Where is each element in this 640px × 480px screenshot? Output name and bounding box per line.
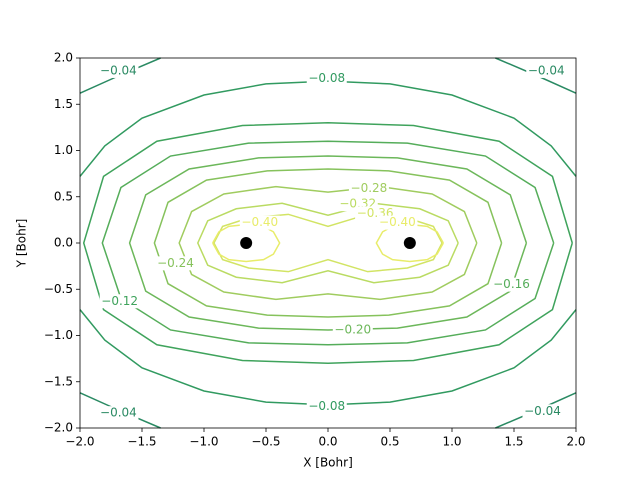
contour-line [153, 168, 503, 318]
y-tick-label: 2.0 [54, 51, 73, 65]
x-tick-label: 0.5 [380, 435, 399, 449]
y-tick-label: 1.0 [54, 143, 73, 157]
contour-label-bg [526, 63, 567, 78]
contour-line [178, 185, 478, 301]
x-tick-label: 1.0 [442, 435, 461, 449]
contour-label: −0.40 [379, 215, 416, 229]
x-tick-label: −1.0 [189, 435, 218, 449]
y-tick-label: 1.5 [54, 97, 73, 111]
contour-label-bg [98, 63, 139, 78]
contour-label: −0.12 [101, 294, 138, 308]
contour-label-bg [377, 215, 418, 230]
contour-line [196, 202, 459, 284]
contour-label: −0.08 [308, 71, 345, 85]
contour-line [82, 121, 573, 365]
contour-label: −0.16 [493, 277, 530, 291]
contour-label-bg [522, 404, 563, 419]
x-tick-label: −1.5 [127, 435, 156, 449]
contour-label: −0.04 [100, 63, 137, 77]
contour-label-bg [98, 406, 139, 421]
x-tick-label: 2.0 [566, 435, 585, 449]
contour-label-bg [155, 256, 196, 271]
x-tick-label: 0.0 [318, 435, 337, 449]
y-tick-label: −1.5 [44, 374, 73, 388]
contour-label: −0.40 [241, 215, 278, 229]
contour-label-bg [332, 322, 373, 337]
x-tick-label: 1.5 [504, 435, 523, 449]
contour-label: −0.04 [524, 404, 561, 418]
y-tick-label: −2.0 [44, 421, 73, 435]
contour-label-bg [239, 215, 280, 230]
contour-line [128, 155, 528, 331]
contour-line [101, 140, 555, 346]
contour-label: −0.20 [334, 322, 371, 336]
contour-label-bg [491, 277, 532, 292]
nucleus [240, 237, 253, 249]
contour-label: −0.28 [351, 181, 388, 195]
contour-label-bg [348, 181, 389, 196]
contour-label-bg [306, 71, 347, 86]
x-axis-label: X [Bohr] [303, 456, 353, 470]
y-tick-label: 0.0 [54, 236, 73, 250]
x-tick-label: −0.5 [251, 435, 280, 449]
y-axis-label: Y [Bohr] [15, 219, 29, 269]
nucleus [403, 237, 416, 249]
x-tick-label: −2.0 [65, 435, 94, 449]
y-tick-label: −0.5 [44, 282, 73, 296]
contour-label: −0.24 [157, 256, 194, 270]
contour-label: −0.08 [308, 399, 345, 413]
contour-label-bg [99, 294, 140, 309]
contour-label: −0.04 [528, 63, 565, 77]
contour-line [212, 223, 444, 263]
y-tick-label: −1.0 [44, 328, 73, 342]
contour-label-bg [306, 399, 347, 414]
y-tick-label: 0.5 [54, 189, 73, 203]
contour-label: −0.04 [100, 406, 137, 420]
